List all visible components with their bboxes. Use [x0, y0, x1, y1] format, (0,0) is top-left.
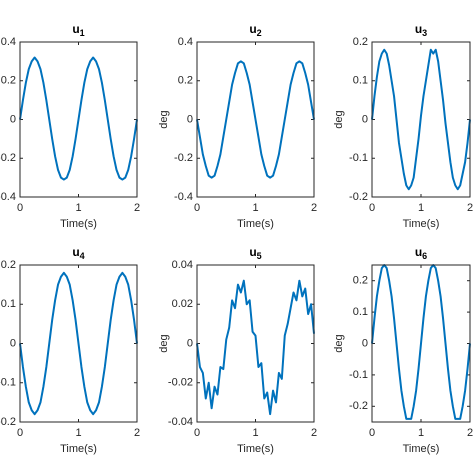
- y-axis-label: deg: [333, 334, 345, 352]
- subplot: -0.2 -0.1 0 0.1 0.2 0 1 2 u6 Time(s) deg: [333, 245, 473, 455]
- axes-box: [196, 264, 315, 423]
- y-tick-label: 0: [187, 113, 193, 125]
- data-line: [196, 279, 315, 416]
- y-tick-label: 0.4: [1, 36, 16, 48]
- title-text: u: [249, 245, 256, 259]
- y-tick-label: -0.2: [0, 152, 16, 164]
- data-line: [371, 48, 471, 191]
- subplot-title: u2: [249, 22, 261, 38]
- data-line: [19, 271, 138, 416]
- subplot: -0.04 -0.02 0 0.02 0.04 0 1 2 u5 Time(s) deg: [158, 245, 317, 455]
- y-tick-label: 0.02: [172, 298, 193, 310]
- subplot: -0.2 -0.1 0 0.1 0.2 0 1 2 u4 Time(s): [0, 245, 140, 455]
- x-tick-label: 0: [369, 202, 375, 214]
- axes-box: [196, 41, 315, 198]
- y-tick-label: 0.04: [172, 259, 193, 271]
- axes-box: [19, 41, 138, 198]
- y-tick-label: -0.4: [0, 191, 16, 203]
- y-tick-label: 0.2: [1, 259, 16, 271]
- title-text: u: [72, 22, 79, 36]
- x-axis-label: Time(s): [237, 443, 274, 455]
- y-tick-label: -0.04: [168, 416, 193, 428]
- x-tick-label: 2: [467, 202, 473, 214]
- axes-box: [19, 264, 138, 423]
- axes-box: [371, 41, 471, 198]
- y-tick-label: 0.1: [353, 306, 368, 318]
- y-tick-label: 0.2: [353, 36, 368, 48]
- x-tick-label: 1: [75, 427, 81, 439]
- x-tick-label: 2: [134, 202, 140, 214]
- y-axis-label: deg: [158, 334, 170, 352]
- y-axis-label: deg: [333, 110, 345, 128]
- y-tick-label: 0.4: [178, 36, 193, 48]
- title-text: u: [415, 245, 422, 259]
- data-line: [19, 56, 138, 181]
- x-axis-label: Time(s): [403, 218, 440, 230]
- subplot: -0.2 -0.1 0 0.1 0.2 0 1 2 u3 Time(s) deg: [333, 22, 473, 230]
- x-axis-label: Time(s): [403, 443, 440, 455]
- title-text: u: [72, 245, 79, 259]
- axes-box: [371, 264, 471, 423]
- title-subscript: 5: [257, 251, 262, 261]
- x-tick-label: 1: [252, 427, 258, 439]
- y-tick-label: -0.2: [349, 400, 368, 412]
- x-tick-label: 2: [134, 427, 140, 439]
- x-axis-label: Time(s): [60, 218, 97, 230]
- y-tick-label: 0: [362, 337, 368, 349]
- y-tick-label: -0.4: [174, 191, 193, 203]
- subplot-title: u1: [72, 22, 84, 38]
- subplot-title: u3: [415, 22, 427, 38]
- y-tick-label: -0.02: [168, 377, 193, 389]
- title-subscript: 2: [257, 28, 262, 38]
- data-line: [371, 264, 471, 420]
- y-tick-label: -0.2: [0, 416, 16, 428]
- x-tick-label: 1: [418, 427, 424, 439]
- x-tick-label: 1: [252, 202, 258, 214]
- x-tick-label: 0: [369, 427, 375, 439]
- y-tick-label: 0.1: [353, 75, 368, 87]
- title-subscript: 4: [80, 251, 85, 261]
- y-tick-label: 0.2: [178, 75, 193, 87]
- subplot-title: u6: [415, 245, 427, 261]
- y-tick-label: 0: [187, 337, 193, 349]
- x-axis-label: Time(s): [237, 218, 274, 230]
- x-tick-label: 2: [467, 427, 473, 439]
- y-tick-label: 0: [10, 337, 16, 349]
- x-tick-label: 2: [311, 202, 317, 214]
- x-tick-label: 0: [17, 202, 23, 214]
- data-line: [196, 60, 315, 179]
- y-tick-label: 0: [10, 113, 16, 125]
- x-tick-label: 2: [311, 427, 317, 439]
- x-axis-label: Time(s): [60, 443, 97, 455]
- y-tick-label: 0.2: [353, 275, 368, 287]
- title-text: u: [249, 22, 256, 36]
- title-text: u: [415, 22, 422, 36]
- x-tick-label: 0: [194, 427, 200, 439]
- title-subscript: 3: [422, 28, 427, 38]
- x-tick-label: 1: [75, 202, 81, 214]
- y-tick-label: -0.2: [174, 152, 193, 164]
- subplot-title: u5: [249, 245, 261, 261]
- subplot-title: u4: [72, 245, 84, 261]
- y-tick-label: 0.1: [1, 298, 16, 310]
- y-tick-label: -0.1: [349, 152, 368, 164]
- x-tick-label: 1: [418, 202, 424, 214]
- y-tick-label: 0: [362, 113, 368, 125]
- y-axis-label: deg: [158, 110, 170, 128]
- y-tick-label: -0.2: [349, 191, 368, 203]
- title-subscript: 1: [80, 28, 85, 38]
- y-tick-label: 0.2: [1, 75, 16, 87]
- y-tick-label: -0.1: [349, 369, 368, 381]
- title-subscript: 6: [422, 251, 427, 261]
- y-tick-label: -0.1: [0, 377, 16, 389]
- x-tick-label: 0: [17, 427, 23, 439]
- x-tick-label: 0: [194, 202, 200, 214]
